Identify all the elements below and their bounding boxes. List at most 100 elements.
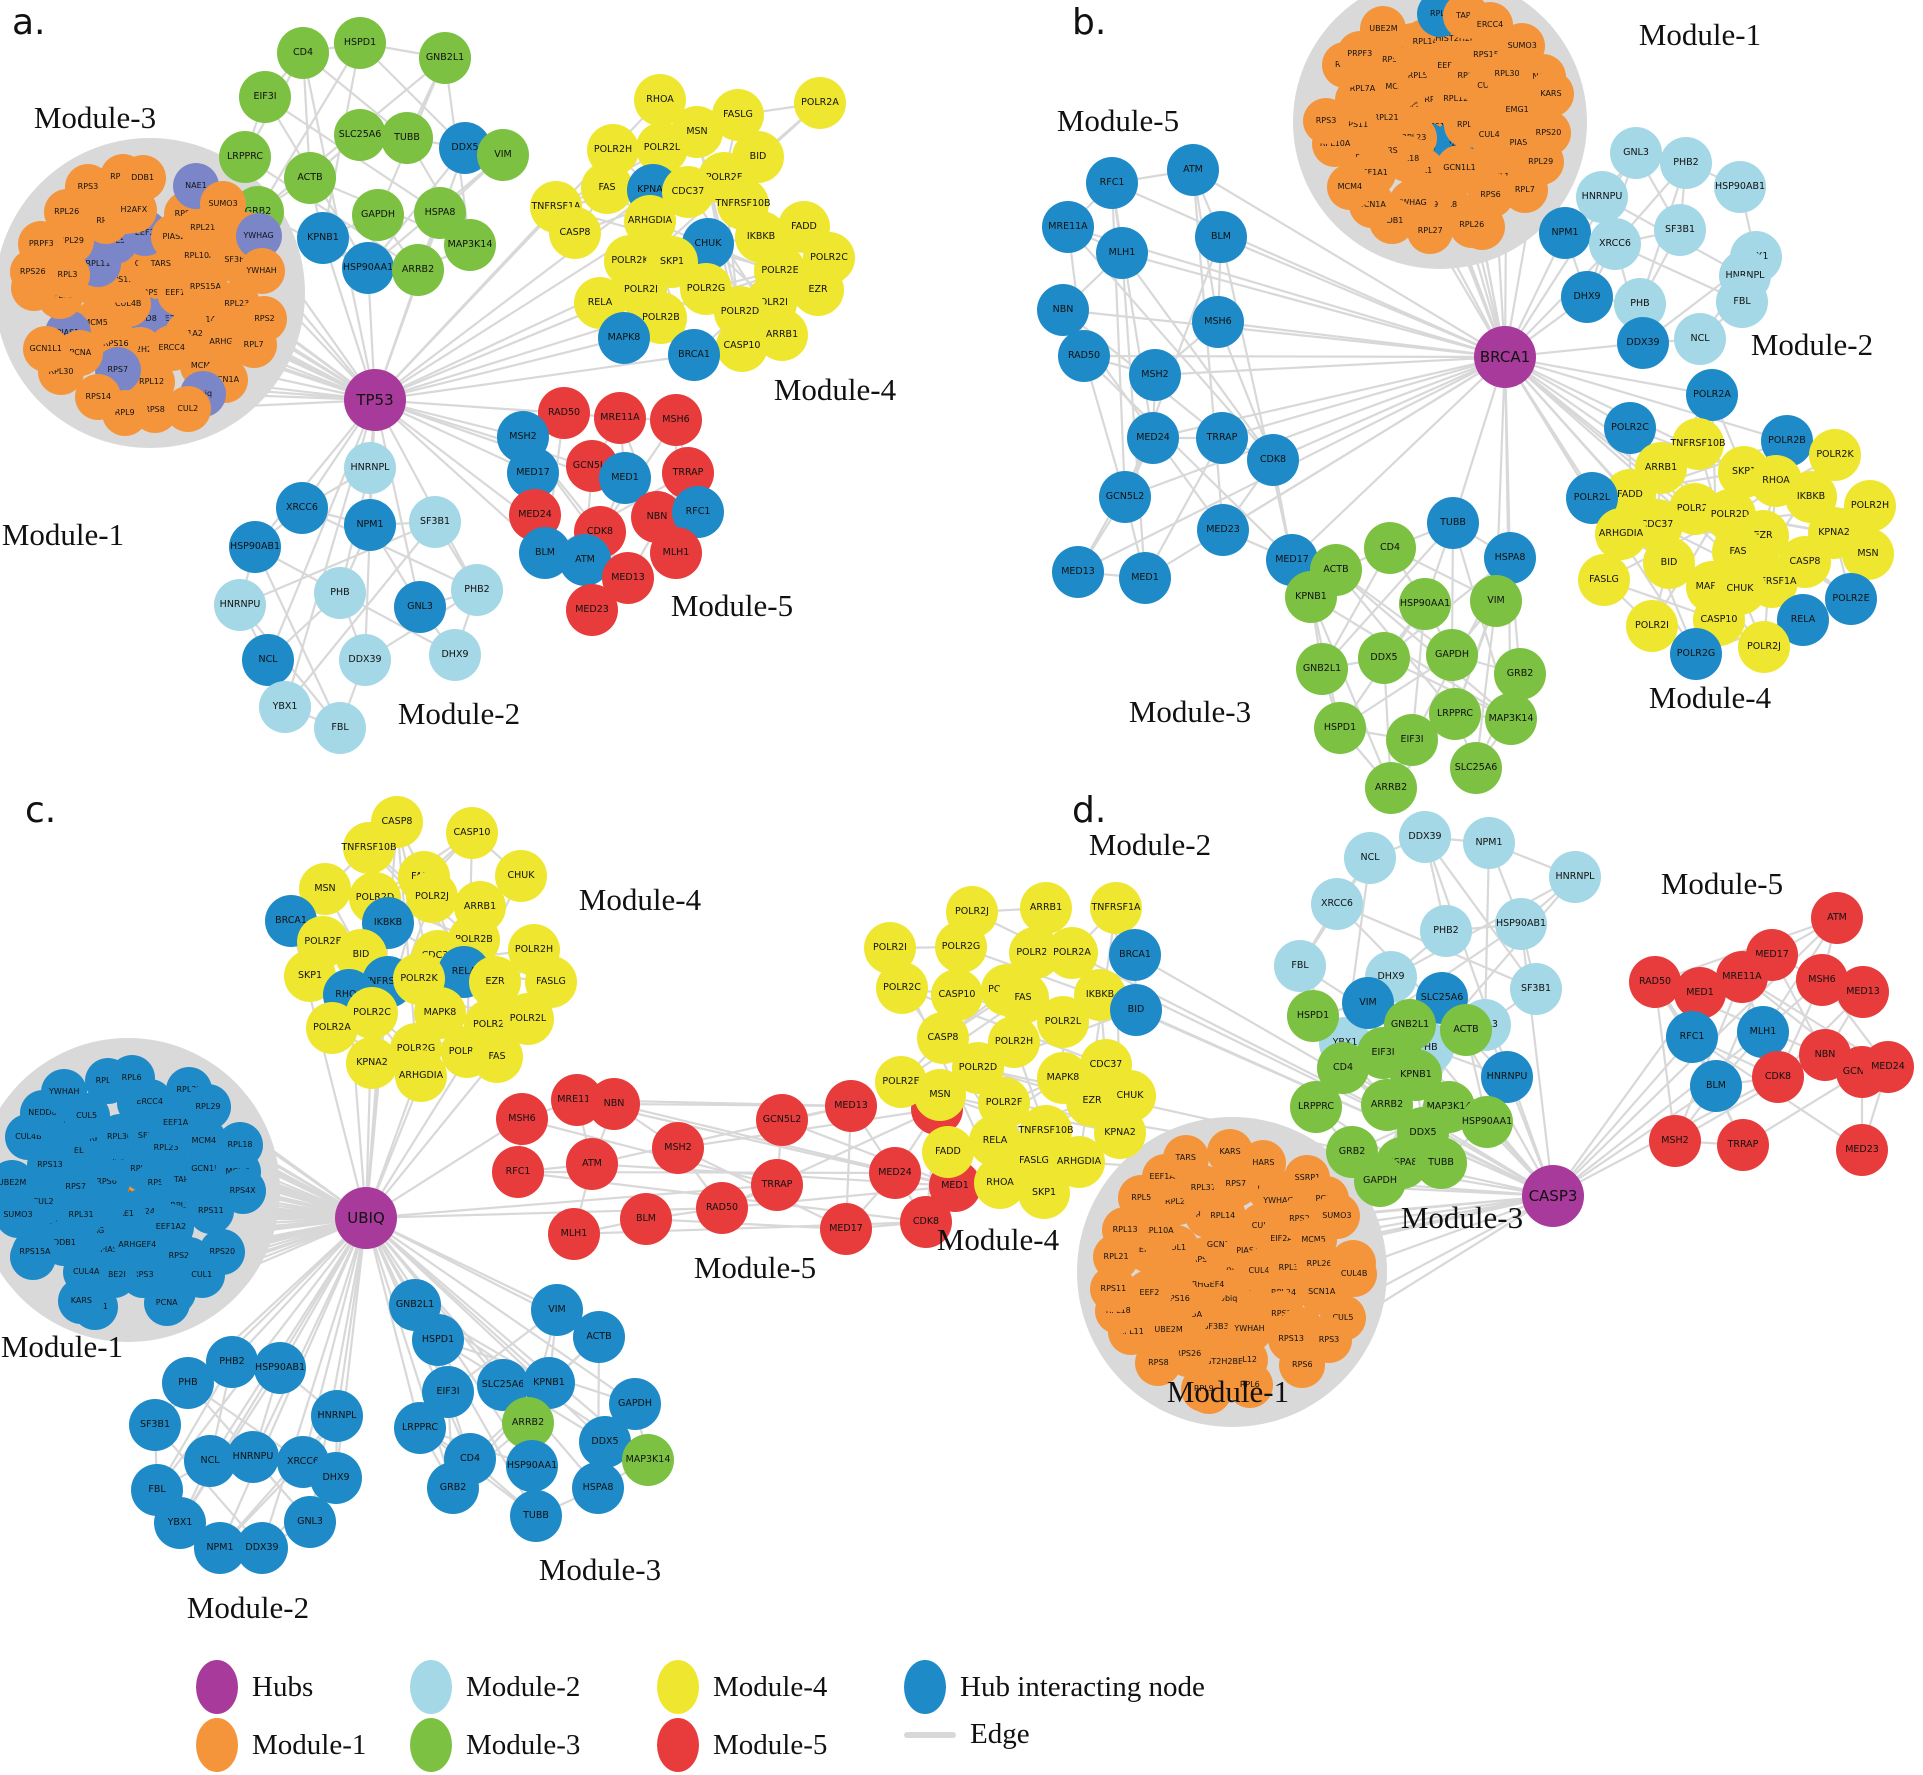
node-XRCC6[interactable]: XRCC6 <box>1589 218 1641 270</box>
node-DHX9[interactable]: DHX9 <box>429 629 481 681</box>
node-MSH2[interactable]: MSH2 <box>1129 349 1181 401</box>
node-TUBB[interactable]: TUBB <box>1427 497 1479 549</box>
node-MED23[interactable]: MED23 <box>566 584 618 636</box>
node-ARRB2[interactable]: ARRB2 <box>392 244 444 296</box>
node-FASLG[interactable]: FASLG <box>1578 554 1630 606</box>
node-MSH6[interactable]: MSH6 <box>1192 296 1244 348</box>
node-RPS4X[interactable]: RPS4X <box>219 1167 266 1214</box>
node-BLM[interactable]: BLM <box>1195 211 1247 263</box>
node-HSPD1[interactable]: HSPD1 <box>412 1314 464 1366</box>
node-RPL9[interactable]: RPL9 <box>1180 1366 1227 1413</box>
node-ARHGDIA[interactable]: ARHGDIA <box>1595 508 1647 560</box>
node-CDK8[interactable]: CDK8 <box>1247 434 1299 486</box>
node-MSN[interactable]: MSN <box>1842 528 1894 580</box>
node-TUBB[interactable]: TUBB <box>381 112 433 164</box>
node-VIM[interactable]: VIM <box>1470 575 1522 627</box>
node-GNB2L1[interactable]: GNB2L1 <box>419 32 471 84</box>
node-MSH2[interactable]: MSH2 <box>1649 1115 1701 1167</box>
node-MED13[interactable]: MED13 <box>1837 966 1889 1018</box>
node-SF3B1[interactable]: SF3B1 <box>1510 963 1562 1015</box>
node-FBL[interactable]: FBL <box>1716 276 1768 328</box>
node-HNRNPL[interactable]: HNRNPL <box>344 442 396 494</box>
node-KPNB1[interactable]: KPNB1 <box>1285 571 1337 623</box>
node-DDX5[interactable]: DDX5 <box>1358 632 1410 684</box>
node-GNL3[interactable]: GNL3 <box>394 581 446 633</box>
node-MED23[interactable]: MED23 <box>1836 1124 1888 1176</box>
node-BRCA1[interactable]: BRCA1 <box>1109 929 1161 981</box>
node-HSP90AB1[interactable]: HSP90AB1 <box>1495 898 1547 950</box>
node-CHUK[interactable]: CHUK <box>495 850 547 902</box>
node-MED1[interactable]: MED1 <box>1674 967 1726 1019</box>
node-RPL7[interactable]: RPL7 <box>1501 166 1548 213</box>
node-LRPPRC[interactable]: LRPPRC <box>219 131 271 183</box>
node-HSP90AA1[interactable]: HSP90AA1 <box>342 242 394 294</box>
node-BRCA1[interactable]: BRCA1 <box>668 329 720 381</box>
node-MLH1[interactable]: MLH1 <box>548 1208 600 1260</box>
node-EIF3I[interactable]: EIF3I <box>239 71 291 123</box>
node-TUBB[interactable]: TUBB <box>1415 1137 1467 1189</box>
node-SLC25A6[interactable]: SLC25A6 <box>1450 742 1502 794</box>
node-EZR[interactable]: EZR <box>792 264 844 316</box>
node-RAD50[interactable]: RAD50 <box>1058 330 1110 382</box>
node-NCL[interactable]: NCL <box>242 634 294 686</box>
node-HSPD1[interactable]: HSPD1 <box>1314 702 1366 754</box>
node-SLC25A6[interactable]: SLC25A6 <box>334 109 386 161</box>
node-POLR2L[interactable]: POLR2L <box>1037 996 1089 1048</box>
node-GNL3[interactable]: GNL3 <box>1610 127 1662 179</box>
node-RPL7[interactable]: RPL7 <box>230 321 277 368</box>
node-MLH1[interactable]: MLH1 <box>1096 227 1148 279</box>
node-NBN[interactable]: NBN <box>1037 284 1089 336</box>
node-LRPPRC[interactable]: LRPPRC <box>1429 688 1481 740</box>
node-MRE11A[interactable]: MRE11A <box>1042 201 1094 253</box>
node-CD4[interactable]: CD4 <box>277 27 329 79</box>
node-TRRAP[interactable]: TRRAP <box>1717 1119 1769 1171</box>
node-HNRNPU[interactable]: HNRNPU <box>214 579 266 631</box>
node-GRB2[interactable]: GRB2 <box>1326 1126 1378 1178</box>
node-ARRB2[interactable]: ARRB2 <box>1365 762 1417 814</box>
node-CUL4B[interactable]: CUL4B <box>1331 1251 1378 1298</box>
hub-BRCA1[interactable]: BRCA1 <box>1474 326 1536 388</box>
node-NCL[interactable]: NCL <box>1674 313 1726 365</box>
node-CASP8[interactable]: CASP8 <box>549 207 601 259</box>
node-ARHGDIA[interactable]: ARHGDIA <box>395 1050 447 1102</box>
node-GRB2[interactable]: GRB2 <box>427 1462 479 1514</box>
node-POLR2A[interactable]: POLR2A <box>794 77 846 129</box>
node-ATM[interactable]: ATM <box>1167 144 1219 196</box>
node-PCNA[interactable]: PCNA <box>143 1279 190 1326</box>
node-GAPDH[interactable]: GAPDH <box>1426 629 1478 681</box>
node-NPM1[interactable]: NPM1 <box>1463 817 1515 869</box>
node-MSH2[interactable]: MSH2 <box>652 1122 704 1174</box>
node-POLR2G[interactable]: POLR2G <box>1670 628 1722 680</box>
node-MAP3K14[interactable]: MAP3K14 <box>444 219 496 271</box>
node-RPL29[interactable]: RPL29 <box>185 1084 231 1130</box>
node-MAP3K14[interactable]: MAP3K14 <box>622 1434 674 1486</box>
node-HNRNPL[interactable]: HNRNPL <box>1549 851 1601 903</box>
node-PHB2[interactable]: PHB2 <box>1660 137 1712 189</box>
node-HNRNPU[interactable]: HNRNPU <box>1576 171 1628 223</box>
node-SUMO3[interactable]: SUMO3 <box>1313 1192 1360 1239</box>
node-MAPK8[interactable]: MAPK8 <box>598 312 650 364</box>
node-XRCC6[interactable]: XRCC6 <box>276 482 328 534</box>
node-RHOA[interactable]: RHOA <box>974 1157 1026 1209</box>
node-HNRNPU[interactable]: HNRNPU <box>227 1431 279 1483</box>
node-TARS[interactable]: TARS <box>1162 1135 1209 1182</box>
node-SF3B1[interactable]: SF3B1 <box>409 496 461 548</box>
node-EIF3I[interactable]: EIF3I <box>1386 714 1438 766</box>
node-RPS14[interactable]: RPS14 <box>75 373 122 420</box>
node-POLR2E[interactable]: POLR2E <box>1825 573 1877 625</box>
node-KPNB1[interactable]: KPNB1 <box>297 212 349 264</box>
node-XRCC6[interactable]: XRCC6 <box>1311 878 1363 930</box>
node-POLR2C[interactable]: POLR2C <box>876 962 928 1014</box>
node-VIM[interactable]: VIM <box>477 129 529 181</box>
node-DHX9[interactable]: DHX9 <box>310 1452 362 1504</box>
node-LRPPRC[interactable]: LRPPRC <box>394 1402 446 1454</box>
node-TRRAP[interactable]: TRRAP <box>751 1159 803 1211</box>
node-HSP90AA1[interactable]: HSP90AA1 <box>1461 1096 1513 1148</box>
node-RPL21[interactable]: RPL21 <box>1093 1233 1140 1280</box>
node-PHB2[interactable]: PHB2 <box>206 1336 258 1388</box>
node-PHB[interactable]: PHB <box>314 567 366 619</box>
node-GRB2[interactable]: GRB2 <box>1494 648 1546 700</box>
node-MLH1[interactable]: MLH1 <box>1737 1006 1789 1058</box>
node-MSH6[interactable]: MSH6 <box>650 394 702 446</box>
node-ACTB[interactable]: ACTB <box>1440 1004 1492 1056</box>
